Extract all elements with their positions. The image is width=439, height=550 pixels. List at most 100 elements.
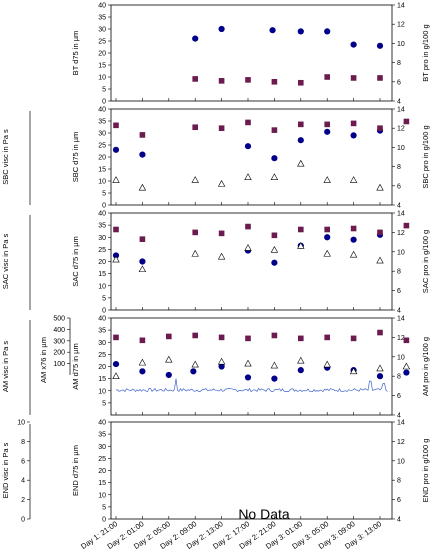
am-left-tick-label: 5 bbox=[102, 400, 106, 407]
bt-plot-frame bbox=[110, 4, 393, 102]
am-x76-trace bbox=[115, 378, 388, 393]
sac-visc-point bbox=[217, 252, 226, 260]
sac-plot-frame bbox=[110, 212, 393, 311]
sbc-pro-point bbox=[218, 125, 225, 131]
sbc-visc-point bbox=[270, 173, 279, 180]
end-panel-annotation: No Data bbox=[238, 506, 290, 522]
am-pro-point bbox=[166, 333, 172, 340]
am-pro-point bbox=[192, 332, 198, 339]
am-visc-point bbox=[323, 360, 331, 368]
am-visc-point bbox=[217, 357, 226, 365]
sac-visc-point bbox=[270, 245, 279, 253]
sac-right-axis-title: SAC pro in g/100 g bbox=[421, 230, 430, 293]
am-d75-point bbox=[271, 375, 278, 382]
sac-pro-point bbox=[298, 226, 304, 233]
am-left-axis-title: AM d75 in µm bbox=[71, 343, 80, 389]
sac-right-tick-label: 12 bbox=[397, 230, 405, 237]
sbc-right-tick-label: 14 bbox=[397, 107, 405, 114]
am-pro-point bbox=[139, 337, 146, 344]
end-plot-frame bbox=[110, 421, 393, 520]
sac-visc-point bbox=[138, 265, 147, 273]
sbc-left-tick-label: 35 bbox=[98, 119, 106, 126]
end-right-tick-label: 12 bbox=[397, 439, 405, 446]
am-d75-point bbox=[165, 371, 172, 379]
bt-right-tick-label: 8 bbox=[397, 60, 401, 67]
am-d75-point bbox=[244, 374, 252, 381]
sbc-visc-point bbox=[138, 183, 147, 191]
sac-d75-point bbox=[350, 236, 357, 243]
am-right-tick-label: 14 bbox=[397, 316, 405, 323]
bt-pro-point bbox=[377, 75, 383, 81]
bt-left-tick-label: 25 bbox=[98, 39, 106, 46]
end-right-tick-label: 8 bbox=[397, 478, 401, 485]
bt-right-tick-label: 10 bbox=[397, 41, 405, 48]
sbc-pro-point bbox=[271, 127, 278, 133]
am-pro-point bbox=[271, 332, 278, 339]
am-pro-point bbox=[377, 329, 383, 336]
bt-left-tick-label: 10 bbox=[98, 75, 106, 82]
sbc-right-tick-label: 8 bbox=[397, 164, 401, 171]
sbc-right-tick-label: 6 bbox=[397, 183, 401, 190]
am-visc-point bbox=[270, 361, 279, 369]
am-visc-point bbox=[112, 372, 120, 380]
am-pro-point bbox=[298, 335, 304, 342]
end-left-tick-label: 15 bbox=[98, 480, 106, 487]
bt-pro-point bbox=[192, 76, 198, 82]
bt-d75-point bbox=[324, 28, 331, 35]
am-x76-tick-label: 400 bbox=[53, 327, 65, 334]
sbc-visc-point bbox=[191, 176, 199, 183]
bt-left-axis-title: BT d75 in µm bbox=[71, 31, 80, 76]
sbc-d75-point bbox=[112, 146, 120, 153]
sac-pro-point bbox=[192, 229, 198, 236]
am-left-tick-label: 15 bbox=[98, 376, 106, 383]
am-visc-point bbox=[297, 356, 305, 364]
sac-left-tick-label: 35 bbox=[98, 223, 106, 230]
am-left-tick-label: 40 bbox=[98, 316, 106, 323]
sac-left-tick-label: 40 bbox=[98, 211, 106, 218]
bt-d75-point bbox=[350, 41, 357, 48]
am-right-axis-title: AM pro in g/100 g bbox=[421, 337, 430, 396]
sac-visc-point bbox=[349, 250, 358, 258]
end-right-tick-label: 6 bbox=[397, 497, 401, 504]
sac-right-tick-label: 6 bbox=[397, 288, 401, 295]
sbc-d75-point bbox=[244, 143, 252, 150]
bt-left-tick-label: 20 bbox=[98, 51, 106, 58]
am-d75-point bbox=[403, 369, 410, 376]
am-pro-point bbox=[245, 335, 251, 342]
am-d75-point bbox=[190, 368, 197, 375]
sbc-left-tick-label: 15 bbox=[98, 167, 106, 174]
bt-left-tick-label: 40 bbox=[98, 3, 106, 10]
sbc-d75-point bbox=[271, 155, 278, 162]
end-left-tick-label: 20 bbox=[98, 468, 106, 475]
sbc-pro-point bbox=[350, 120, 357, 127]
bt-left-tick-label: 30 bbox=[98, 27, 106, 34]
bt-d75-point bbox=[192, 35, 199, 42]
sbc-left-tick-label: 5 bbox=[102, 191, 106, 198]
bt-pro-point bbox=[324, 74, 330, 80]
end-left-tick-label: 0 bbox=[102, 517, 106, 524]
sbc-visc-point bbox=[349, 176, 358, 183]
am-d75-point bbox=[218, 363, 225, 370]
sac-left-tick-label: 25 bbox=[98, 247, 106, 254]
sbc-pro-point bbox=[139, 132, 146, 138]
am-pro-point bbox=[350, 335, 357, 342]
sbc-d75-point bbox=[297, 137, 304, 144]
bt-right-axis-title: BT pro in g/100 g bbox=[421, 24, 430, 81]
sac-visc-point bbox=[112, 255, 120, 263]
sac-right-tick-label: 10 bbox=[397, 249, 405, 256]
sac-d75-point bbox=[112, 252, 120, 259]
am-left-tick-label: 30 bbox=[98, 340, 106, 347]
sac-pro-point bbox=[113, 226, 119, 233]
sbc-right-tick-label: 12 bbox=[397, 126, 405, 133]
bt-pro-point bbox=[298, 79, 304, 86]
sac-pro-point bbox=[324, 226, 330, 233]
bt-pro-point bbox=[271, 79, 278, 85]
end-right-tick-label: 10 bbox=[397, 458, 405, 465]
sac-left-tick-label: 20 bbox=[98, 259, 106, 266]
am-visc-point bbox=[191, 360, 199, 368]
sbc-right-axis-title: SBC pro in g/100 g bbox=[421, 125, 430, 188]
sac-left-tick-label: 0 bbox=[102, 308, 106, 315]
am-pro-point bbox=[113, 334, 119, 341]
sac-left-tick-label: 5 bbox=[102, 295, 106, 302]
